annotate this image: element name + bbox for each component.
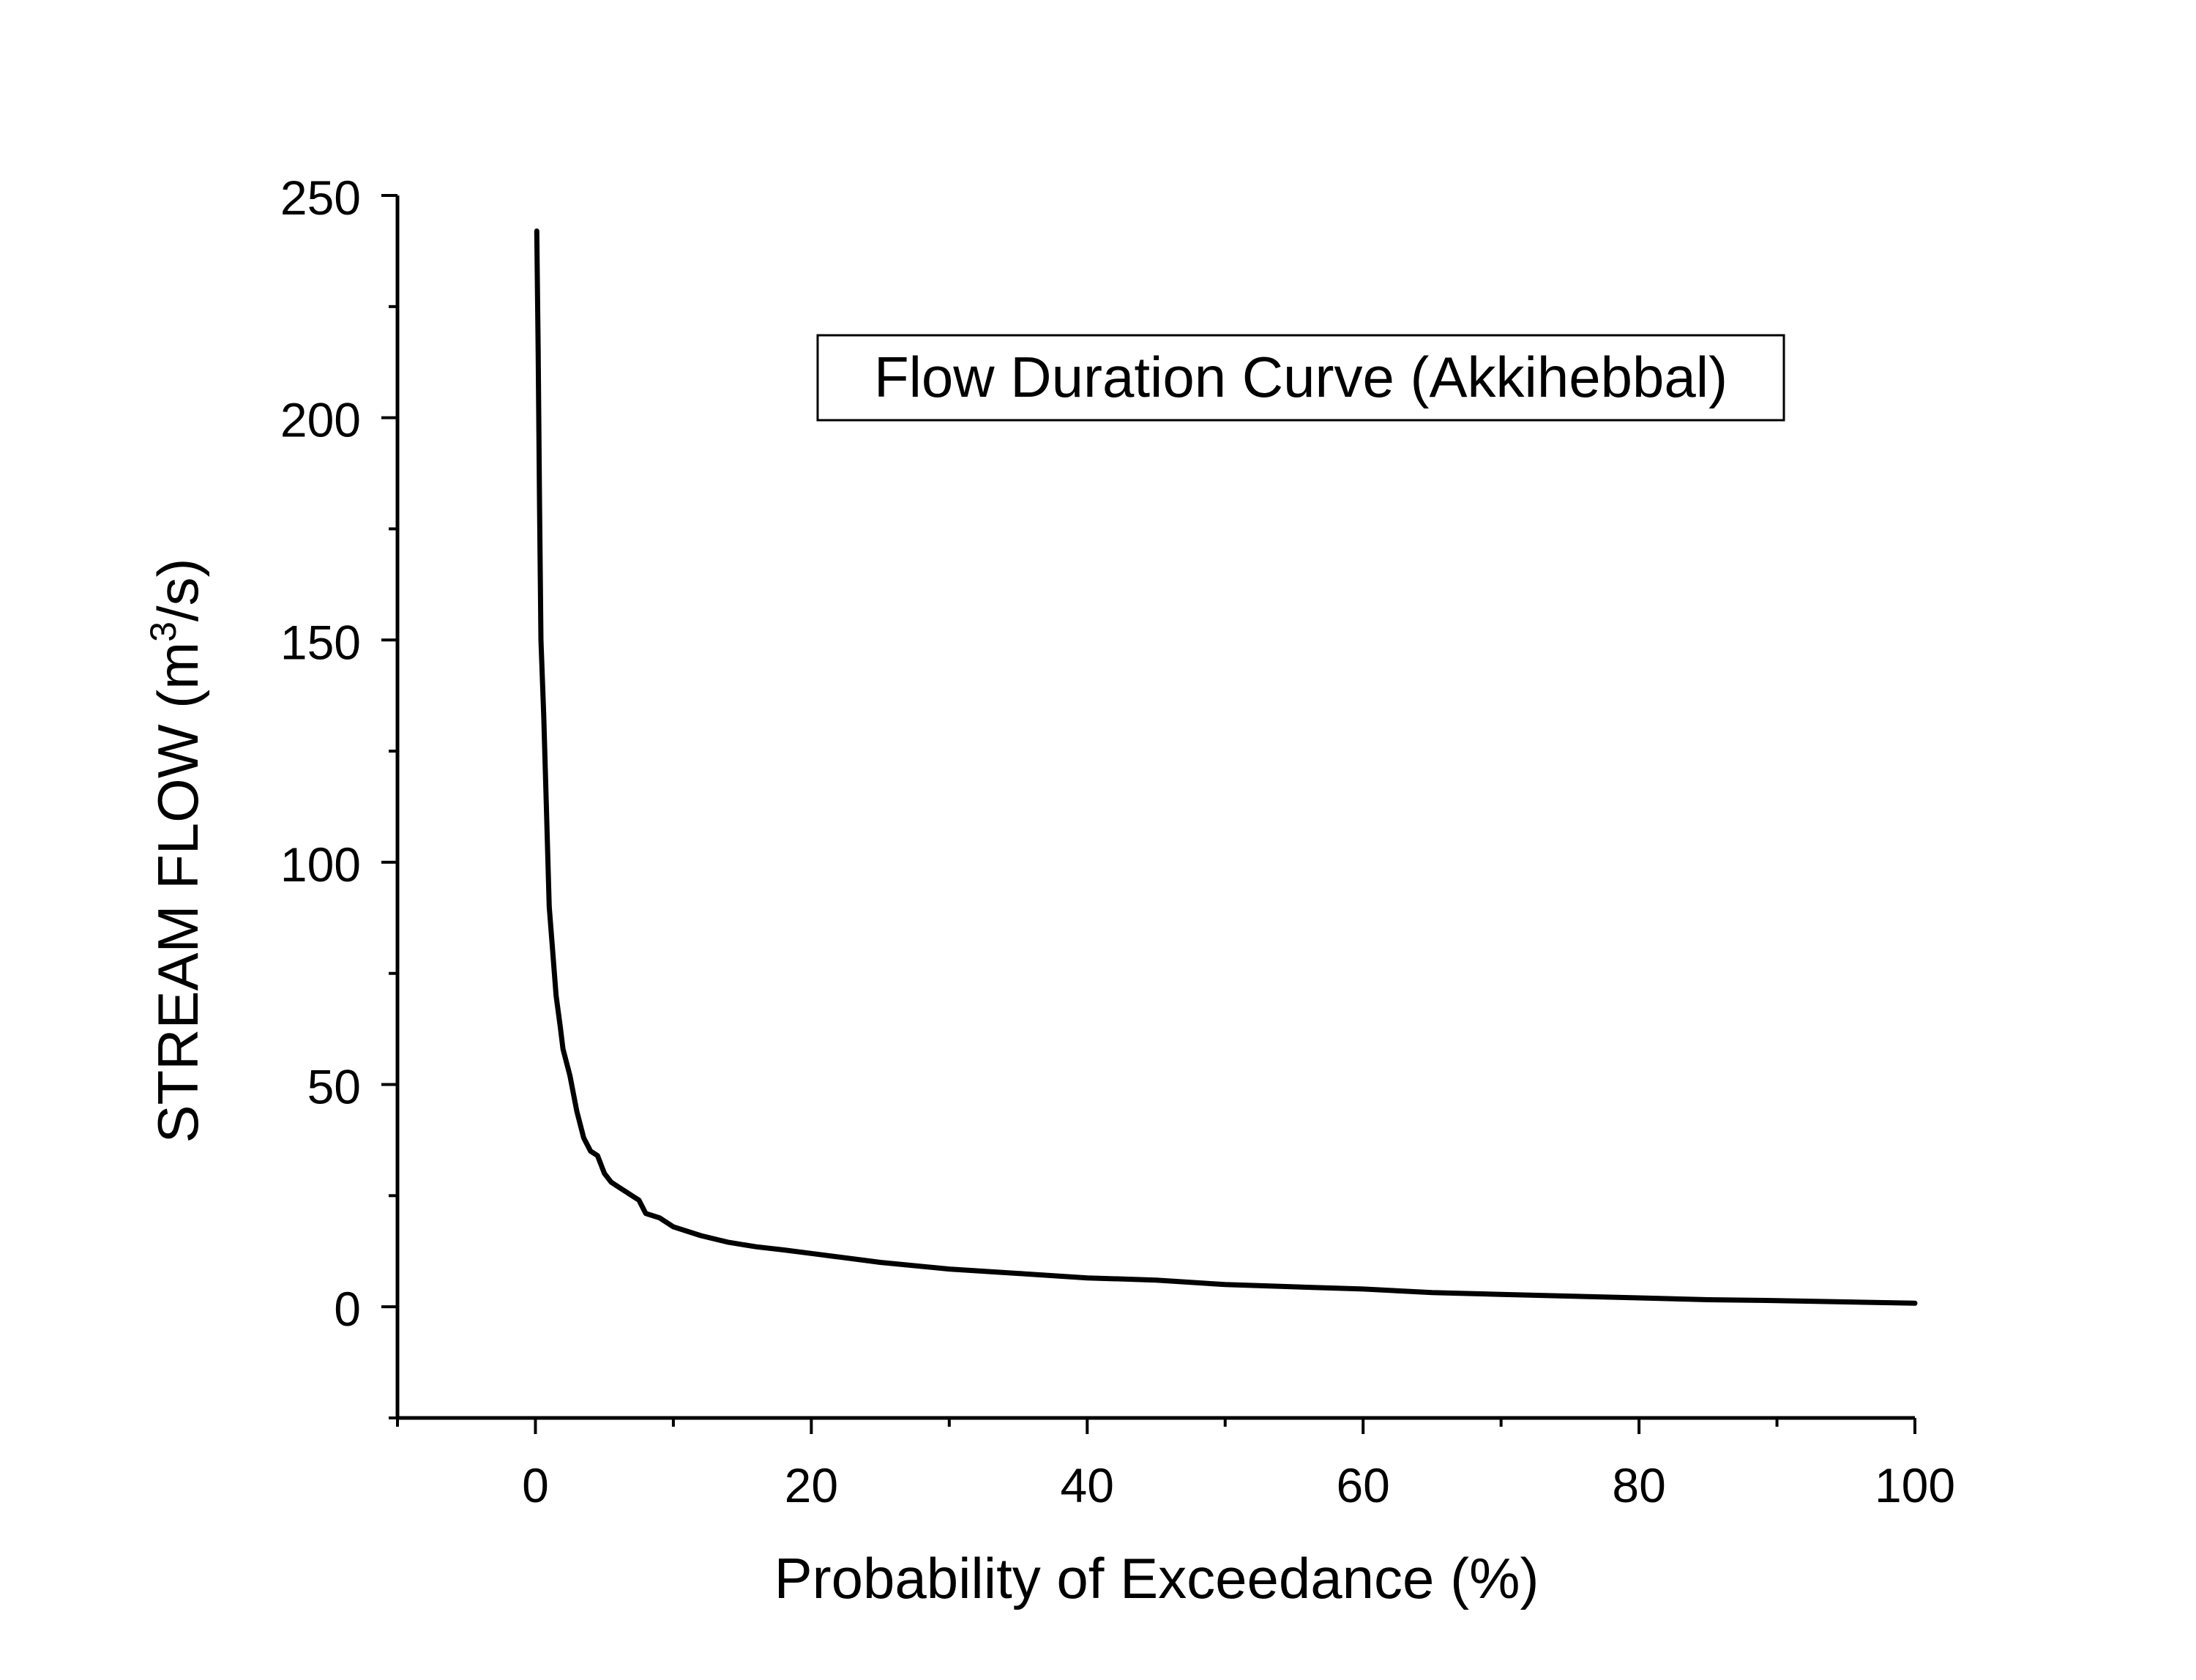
y-axis-ticks: 0 50 100 150 200 250 xyxy=(280,171,397,1419)
y-axis-label: STREAM FLOW (m3/s) xyxy=(143,558,210,1143)
y-tick-label: 200 xyxy=(280,393,361,447)
title-box xyxy=(816,334,1785,422)
x-tick-label: 40 xyxy=(1061,1458,1114,1512)
y-axis-label-superscript: 3 xyxy=(143,621,184,642)
x-axis-label: Probability of Exceedance (%) xyxy=(774,1546,1539,1610)
flow-duration-curve-line xyxy=(534,228,1918,1306)
x-tick-label: 0 xyxy=(522,1458,549,1512)
y-tick-label: 50 xyxy=(307,1060,361,1114)
y-tick-label: 150 xyxy=(280,615,361,669)
x-axis-ticks: 0 20 40 60 80 100 xyxy=(396,1418,1955,1512)
y-axis-label-prefix: STREAM FLOW (m xyxy=(146,642,210,1143)
y-tick-label: 100 xyxy=(280,837,361,892)
x-tick-label: 20 xyxy=(785,1458,838,1512)
chart-title: Flow Duration Curve (Akkihebbal) xyxy=(874,345,1728,409)
x-tick-label: 60 xyxy=(1336,1458,1389,1512)
y-tick-label: 250 xyxy=(280,171,361,225)
x-tick-label: 80 xyxy=(1612,1458,1665,1512)
y-axis-label-suffix: /s) xyxy=(146,558,210,621)
y-tick-label: 0 xyxy=(334,1282,361,1336)
x-tick-label: 100 xyxy=(1875,1458,1955,1512)
